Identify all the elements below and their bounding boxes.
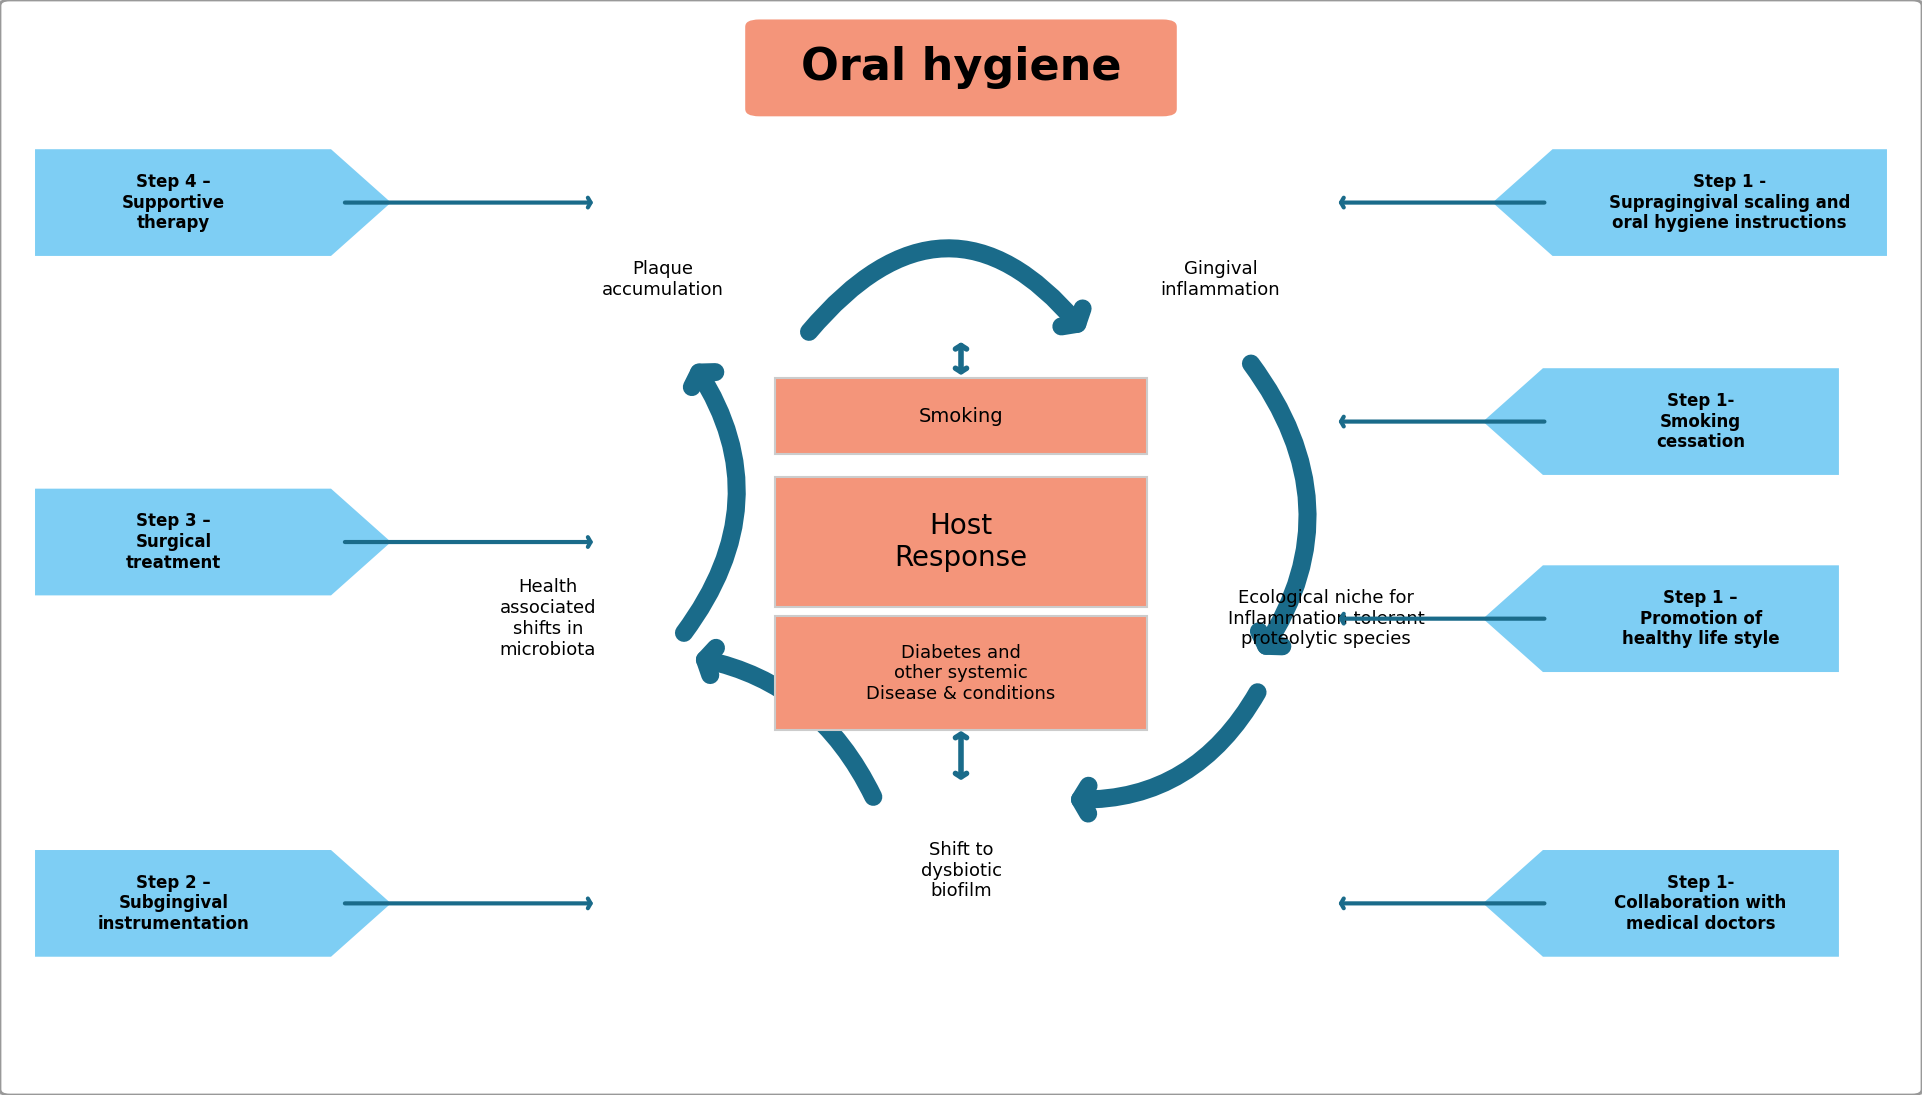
Polygon shape (1491, 148, 1889, 257)
FancyBboxPatch shape (744, 19, 1178, 118)
FancyBboxPatch shape (775, 378, 1147, 453)
Text: Step 1-
Collaboration with
medical doctors: Step 1- Collaboration with medical docto… (1614, 874, 1787, 933)
Text: Ecological niche for
Inflammation tolerant
proteolytic species: Ecological niche for Inflammation tolera… (1228, 589, 1424, 648)
Text: Step 1 –
Promotion of
healthy life style: Step 1 – Promotion of healthy life style (1622, 589, 1780, 648)
FancyBboxPatch shape (775, 477, 1147, 607)
Polygon shape (1480, 849, 1841, 958)
Polygon shape (35, 148, 394, 257)
Text: Host
Response: Host Response (894, 511, 1028, 573)
FancyBboxPatch shape (775, 616, 1147, 730)
Text: Shift to
dysbiotic
biofilm: Shift to dysbiotic biofilm (921, 841, 1001, 900)
Text: Step 4 –
Supportive
therapy: Step 4 – Supportive therapy (121, 173, 225, 232)
Text: Step 1-
Smoking
cessation: Step 1- Smoking cessation (1657, 392, 1745, 451)
Polygon shape (1480, 367, 1841, 476)
Text: Oral hygiene: Oral hygiene (801, 46, 1121, 90)
Text: Smoking: Smoking (919, 406, 1003, 426)
Text: Health
associated
shifts in
microbiota: Health associated shifts in microbiota (500, 578, 596, 659)
Text: Step 1 -
Supragingival scaling and
oral hygiene instructions: Step 1 - Supragingival scaling and oral … (1609, 173, 1851, 232)
Text: Step 3 –
Surgical
treatment: Step 3 – Surgical treatment (125, 512, 221, 572)
Text: Gingival
inflammation: Gingival inflammation (1161, 260, 1280, 299)
Text: Step 2 –
Subgingival
instrumentation: Step 2 – Subgingival instrumentation (98, 874, 250, 933)
Polygon shape (1480, 564, 1841, 673)
Text: Plaque
accumulation: Plaque accumulation (602, 260, 725, 299)
Polygon shape (35, 487, 394, 597)
Polygon shape (35, 849, 394, 958)
Text: Diabetes and
other systemic
Disease & conditions: Diabetes and other systemic Disease & co… (867, 644, 1055, 703)
